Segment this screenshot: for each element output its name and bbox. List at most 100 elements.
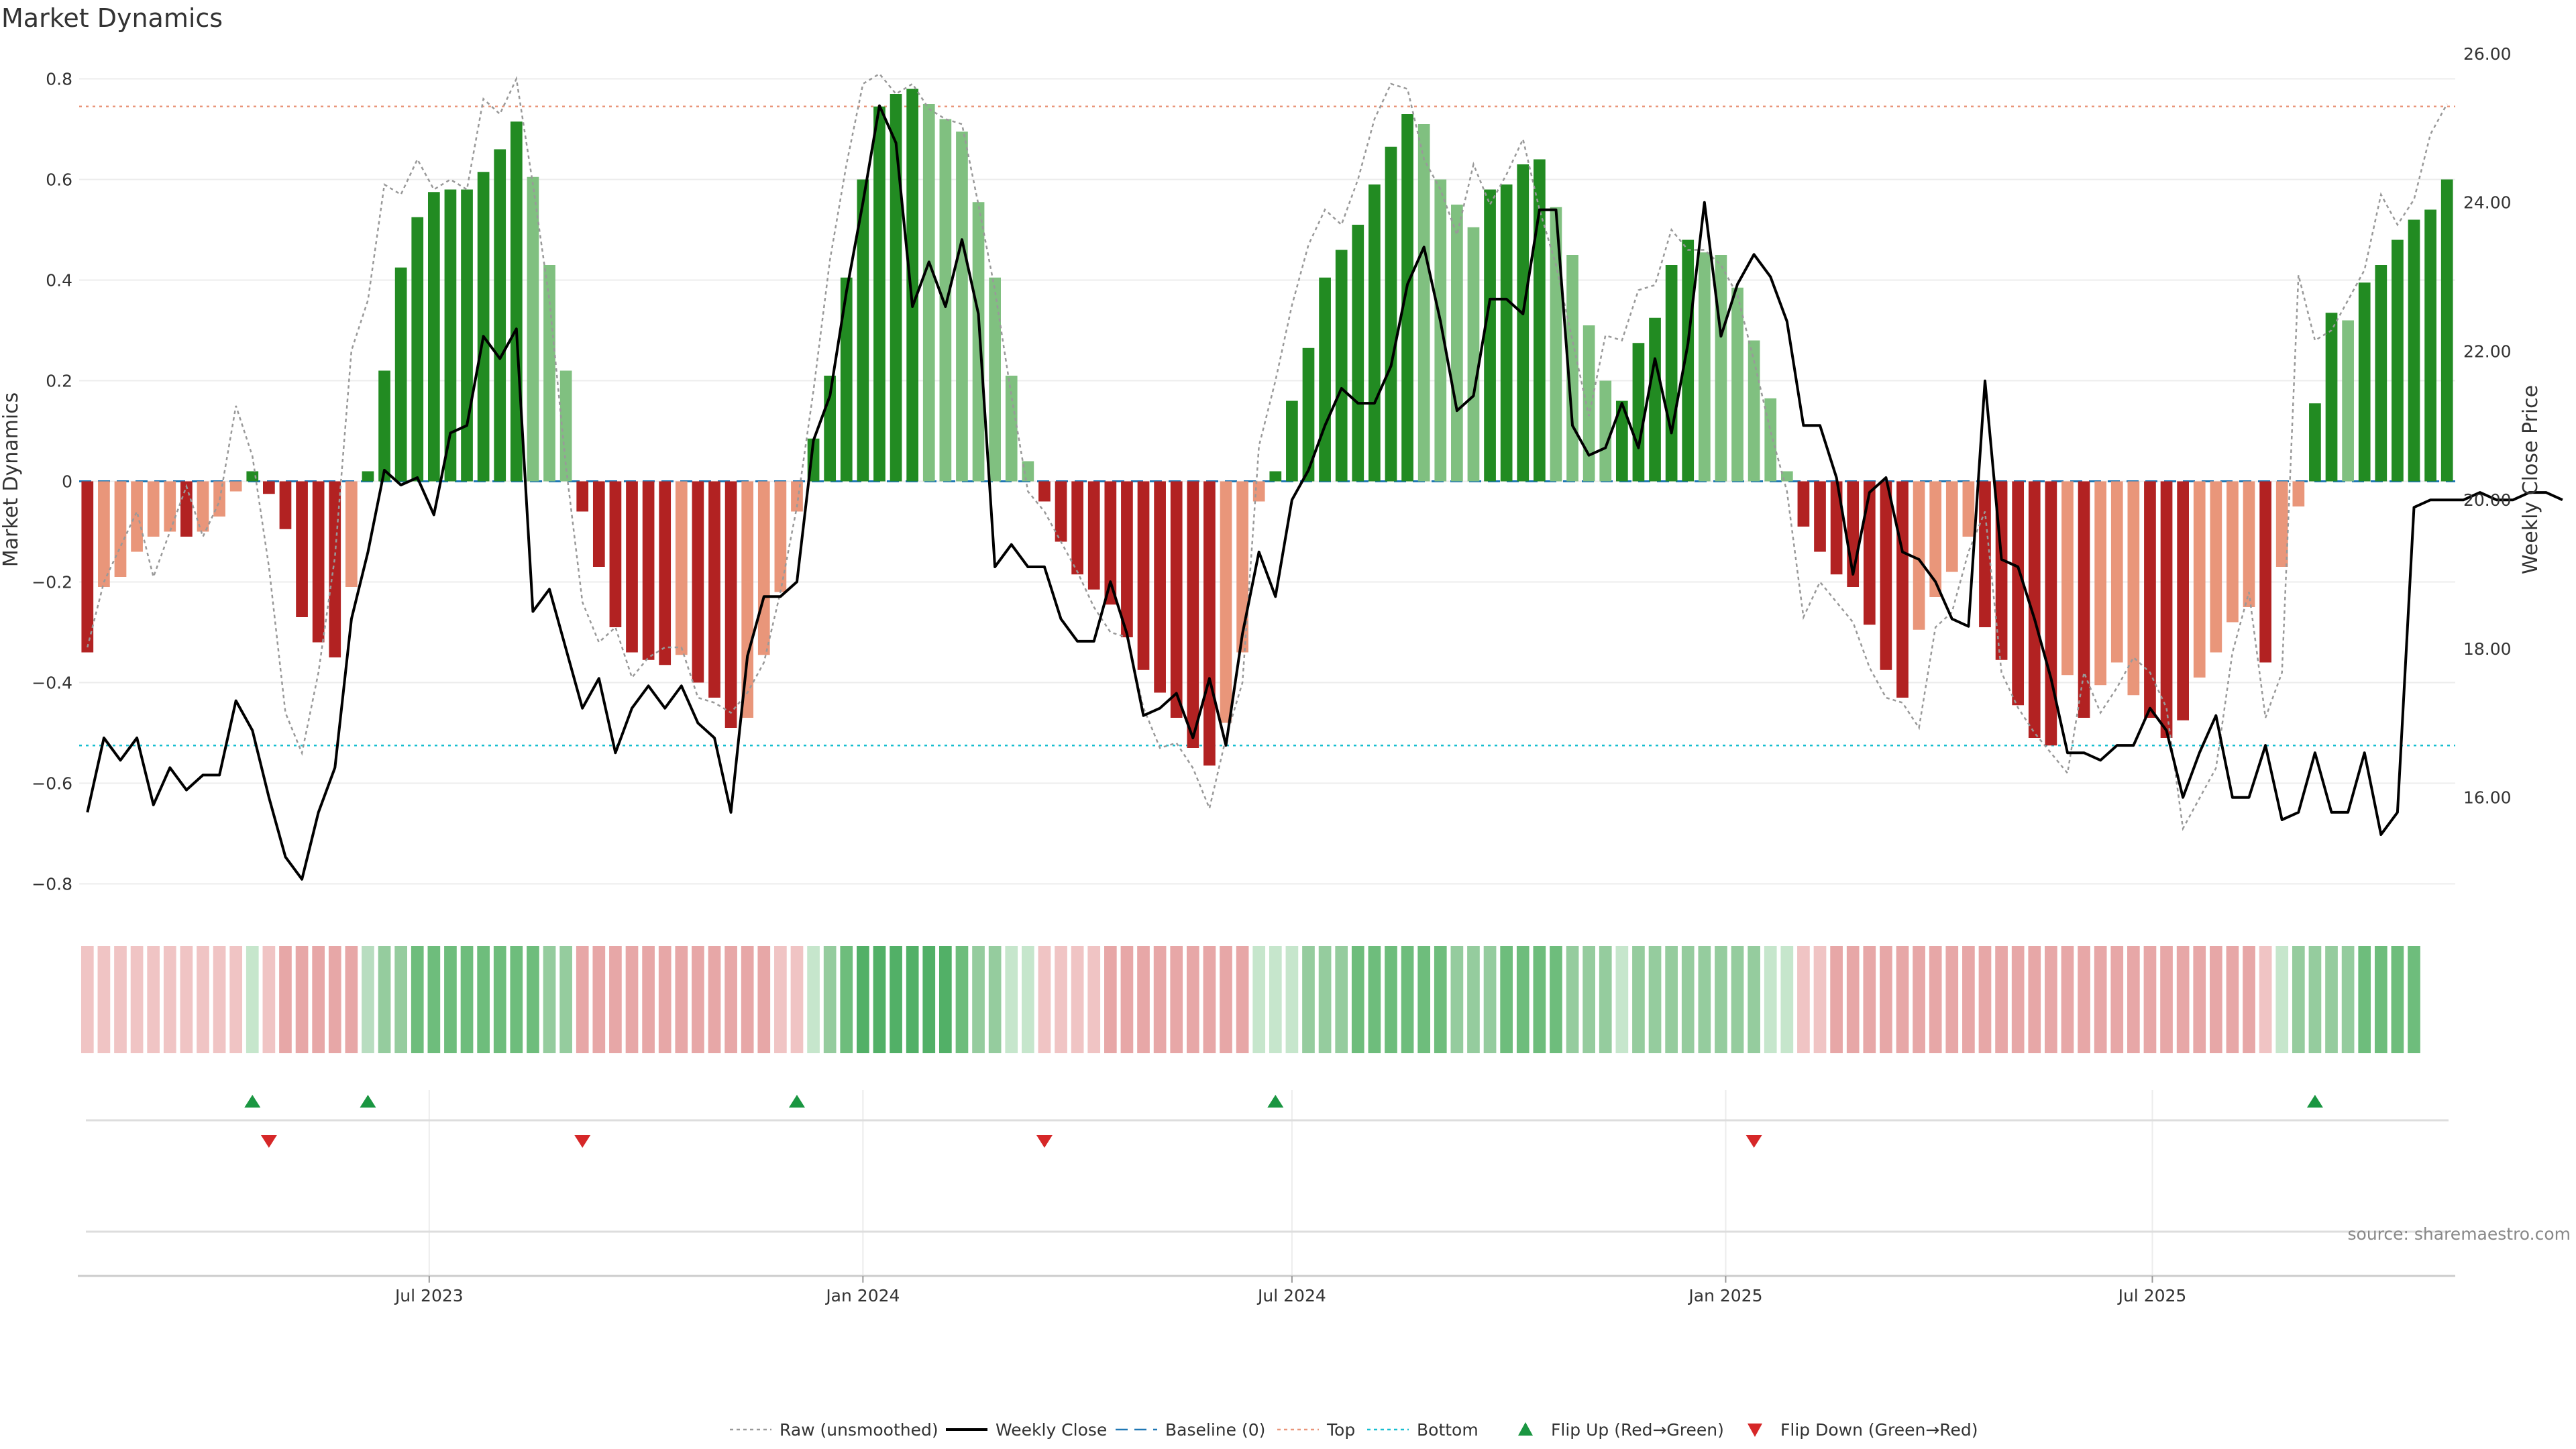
strip-cell (2292, 946, 2305, 1053)
bar (724, 481, 737, 728)
bar (164, 481, 176, 532)
y2-tick-label: 20.00 (2463, 490, 2512, 510)
strip-cell (180, 946, 193, 1053)
flip-down-marker (1036, 1135, 1053, 1148)
bar (329, 481, 341, 657)
bar (1286, 400, 1298, 482)
strip-cell (1285, 946, 1299, 1053)
strip-cell (2045, 946, 2057, 1053)
strip-cell (130, 946, 144, 1053)
bar (2358, 282, 2371, 482)
strip-cell (2127, 946, 2140, 1053)
strip-cell (625, 946, 639, 1053)
bar (1252, 481, 1265, 502)
bar (131, 481, 143, 552)
x-axis: Jul 2023 Jan 2024 Jul 2024 Jan 2025 Jul 2025 (78, 1275, 2455, 1305)
regime-strip (80, 946, 2420, 1053)
y-axis-title: Market Dynamics (0, 392, 23, 568)
bar (1055, 481, 1067, 542)
bar (1698, 252, 1711, 482)
strip-cell (2308, 946, 2322, 1053)
bar (378, 370, 390, 482)
y2-axis-title: Weekly Close Price (2519, 385, 2542, 574)
legend-label: Raw (unsmoothed) (780, 1420, 938, 1440)
bar (2193, 481, 2206, 678)
strip-cell (1780, 946, 1794, 1053)
strip-cell (955, 946, 969, 1053)
x-tick-label: Jul 2024 (1256, 1286, 1326, 1305)
strip-cell (2341, 946, 2355, 1053)
bar (922, 104, 935, 482)
strip-cell (2094, 946, 2107, 1053)
bar (906, 89, 919, 482)
bar (1203, 481, 1216, 766)
strip-cell (1813, 946, 1827, 1053)
bar (279, 481, 292, 529)
bar (609, 481, 622, 627)
y-tick-label: −0.2 (32, 573, 72, 592)
bar (1764, 398, 1777, 482)
bar (1566, 255, 1578, 482)
strip-cell (2078, 946, 2090, 1053)
legend-label: Weekly Close (996, 1420, 1107, 1440)
strip-cell (790, 946, 804, 1053)
strip-cell (2226, 946, 2239, 1053)
strip-cell (460, 946, 474, 1053)
bar (1665, 265, 1678, 482)
bar (2309, 403, 2321, 482)
strip-cell (362, 946, 374, 1053)
strip-cell (163, 946, 176, 1053)
strip-cell (774, 946, 787, 1053)
strip-cell (1351, 946, 1364, 1053)
strip-cell (1533, 946, 1546, 1053)
strip-cell (2028, 946, 2041, 1053)
y2-tick-label: 16.00 (2463, 788, 2512, 808)
strip-cell (328, 946, 341, 1053)
strip-cell (1978, 946, 1992, 1053)
bar (1863, 481, 1876, 625)
bar (197, 481, 209, 532)
bar-series (81, 89, 2453, 766)
y-tick-label: 0.2 (46, 372, 72, 391)
strip-cell (1500, 946, 1513, 1053)
strip-cell (394, 946, 407, 1053)
strip-cell (1599, 946, 1612, 1053)
strip-cell (2408, 946, 2420, 1053)
bar (312, 481, 325, 643)
raw-series-line (87, 72, 2448, 831)
bar (2094, 481, 2107, 686)
strip-cell (1863, 946, 1876, 1053)
strip-cell (1665, 946, 1678, 1053)
bar (2440, 179, 2453, 482)
y2-tick-label: 18.00 (2463, 639, 2512, 659)
bar (1434, 179, 1447, 482)
bar (708, 481, 720, 698)
strip-cell (873, 946, 886, 1053)
strip-cell (1913, 946, 1925, 1053)
bar (2061, 481, 2074, 676)
bar (1137, 481, 1150, 670)
strip-cell (890, 946, 902, 1053)
strip-cell (427, 946, 441, 1053)
strip-cell (592, 946, 606, 1053)
bar (741, 481, 754, 718)
bar (427, 192, 440, 482)
strip-cell (1137, 946, 1150, 1053)
bar (2160, 481, 2173, 738)
bar (1599, 380, 1612, 482)
left-y-axis: 0.8 0.6 0.4 0.2 0 −0.2 −0.4 −0.6 −0.8 (32, 70, 72, 894)
bar (791, 481, 803, 512)
strip-cell (642, 946, 655, 1053)
strip-cell (1186, 946, 1199, 1053)
bar (1582, 325, 1595, 482)
bar (527, 176, 539, 482)
flip-up-marker (788, 1095, 805, 1108)
bar (1715, 255, 1727, 482)
strip-cell (1483, 946, 1497, 1053)
strip-cell (2061, 946, 2074, 1053)
bar (1368, 184, 1381, 482)
strip-cell (477, 946, 490, 1053)
bar (1550, 207, 1562, 482)
y-tick-label: 0.8 (46, 70, 72, 89)
strip-cell (1962, 946, 1975, 1053)
